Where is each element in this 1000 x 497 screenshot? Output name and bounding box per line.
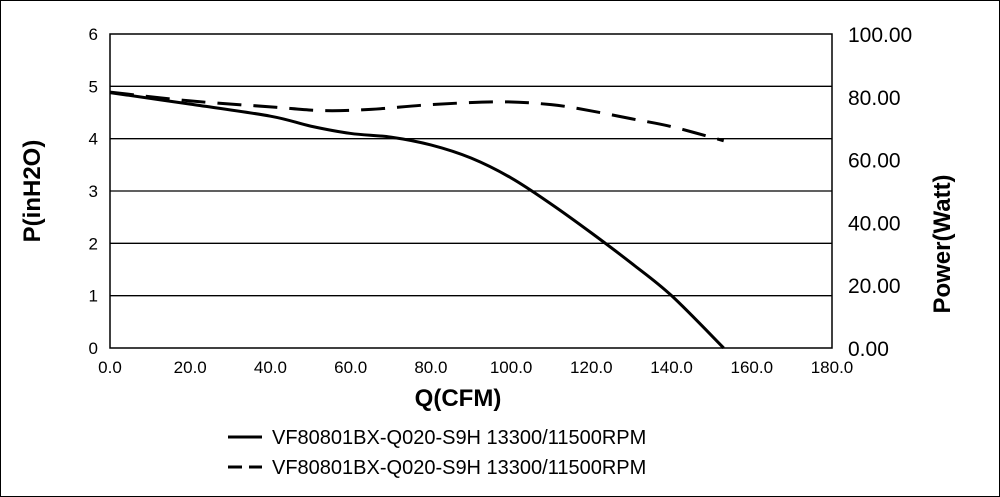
x-tick-label: 0.0 (98, 358, 122, 377)
y-tick-label: 2 (89, 234, 98, 253)
y2-tick-label: 80.00 (848, 87, 901, 110)
y-tick-label: 1 (89, 287, 98, 306)
power-curve (109, 90, 725, 143)
y2-tick-label: 20.00 (848, 275, 901, 298)
x-tick-label: 40.0 (254, 358, 287, 377)
y2-tick-label: 0.00 (848, 338, 889, 361)
x-tick-label: 180.0 (811, 358, 854, 377)
y2-tick-label: 40.00 (848, 212, 901, 235)
plot-area (109, 33, 833, 349)
legend-label-pressure: VF80801BX-Q020-S9H 13300/11500RPM (272, 427, 646, 449)
y-tick-label: 3 (89, 182, 98, 201)
y-tick-label: 4 (89, 130, 98, 149)
y-axis-label: P(inH2O) (19, 140, 46, 243)
legend: VF80801BX-Q020-S9H 13300/11500RPM VF8080… (228, 427, 646, 479)
x-tick-label: 140.0 (650, 358, 693, 377)
x-axis-label: Q(CFM) (415, 385, 502, 412)
legend-label-power: VF80801BX-Q020-S9H 13300/11500RPM (272, 457, 646, 479)
x-tick-label: 60.0 (334, 358, 367, 377)
y2-tick-label: 60.00 (848, 150, 901, 173)
x-tick-label: 100.0 (490, 358, 533, 377)
y2-tick-label: 100.00 (848, 24, 912, 47)
y-tick-label: 0 (89, 339, 98, 358)
x-tick-label: 120.0 (570, 358, 613, 377)
x-tick-label: 20.0 (174, 358, 207, 377)
x-tick-label: 80.0 (414, 358, 447, 377)
x-tick-label: 160.0 (731, 358, 774, 377)
y-tick-label: 5 (89, 77, 98, 96)
y2-axis-label: Power(Watt) (929, 174, 956, 313)
pressure-curve (109, 91, 725, 350)
y-tick-label: 6 (89, 25, 98, 44)
